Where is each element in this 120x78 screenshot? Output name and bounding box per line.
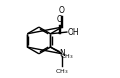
Text: O: O bbox=[59, 6, 65, 15]
Text: O: O bbox=[57, 15, 62, 24]
Text: N: N bbox=[59, 49, 65, 58]
Text: CH$_3$: CH$_3$ bbox=[60, 52, 73, 61]
Text: OH: OH bbox=[67, 28, 79, 37]
Text: CH$_3$: CH$_3$ bbox=[55, 67, 69, 76]
